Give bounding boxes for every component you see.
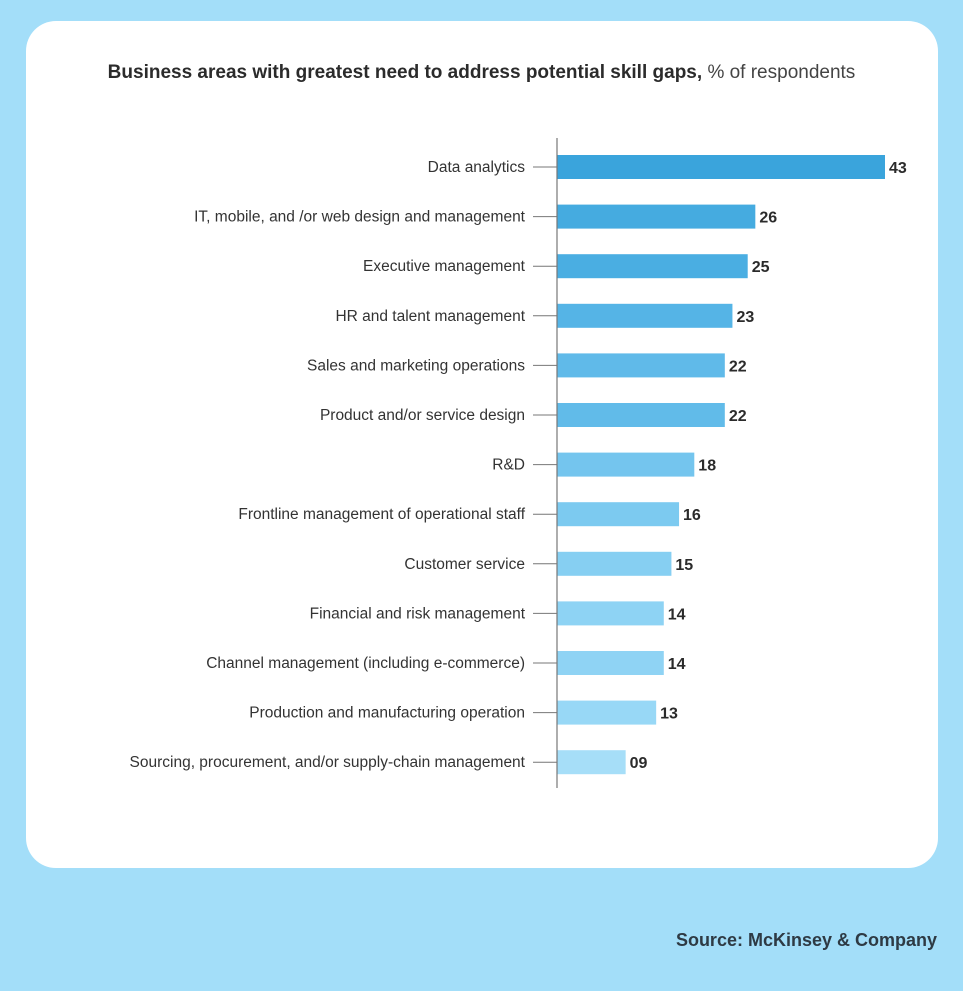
- category-label: Production and manufacturing operation: [249, 705, 525, 722]
- bar: [557, 204, 756, 229]
- bar: [557, 502, 680, 527]
- bar: [557, 700, 657, 725]
- bar: [557, 601, 664, 626]
- value-label: 26: [759, 210, 777, 227]
- value-label: 43: [889, 160, 907, 177]
- bar: [557, 353, 725, 378]
- bar: [557, 303, 733, 328]
- category-label: R&D: [492, 457, 525, 474]
- bar: [557, 551, 672, 576]
- bar: [557, 750, 626, 775]
- chart-title-unit: % of respondents: [707, 62, 856, 83]
- value-label: 22: [729, 358, 747, 375]
- value-label: 14: [668, 656, 686, 673]
- source-note: Source: McKinsey & Company: [675, 930, 937, 950]
- value-label: 14: [668, 606, 686, 623]
- category-label: Financial and risk management: [310, 605, 526, 622]
- value-label: 18: [698, 458, 716, 475]
- chart-title: Business areas with greatest need to add…: [0, 62, 963, 84]
- category-label: IT, mobile, and /or web design and manag…: [194, 209, 526, 226]
- category-label: Channel management (including e-commerce…: [206, 655, 525, 672]
- category-label: Product and/or service design: [320, 407, 525, 424]
- category-label: Sales and marketing operations: [307, 357, 525, 374]
- category-label: Executive management: [363, 258, 526, 275]
- category-label: HR and talent management: [335, 308, 525, 325]
- value-label: 15: [675, 557, 693, 574]
- bar: [557, 254, 748, 279]
- bar: [557, 155, 885, 179]
- value-label: 13: [660, 706, 678, 723]
- category-label: Frontline management of operational staf…: [238, 506, 525, 523]
- value-label: 25: [752, 259, 770, 276]
- chart-title-main: Business areas with greatest need to add…: [107, 62, 703, 83]
- value-label: 09: [630, 755, 648, 772]
- value-label: 16: [683, 507, 701, 524]
- category-label: Sourcing, procurement, and/or supply-cha…: [130, 754, 526, 771]
- bar: [557, 403, 725, 427]
- value-label: 22: [729, 408, 747, 425]
- bar: [557, 651, 664, 675]
- value-label: 23: [736, 309, 754, 326]
- category-label: Customer service: [404, 556, 525, 573]
- category-label: Data analytics: [428, 159, 526, 176]
- bar: [557, 452, 695, 477]
